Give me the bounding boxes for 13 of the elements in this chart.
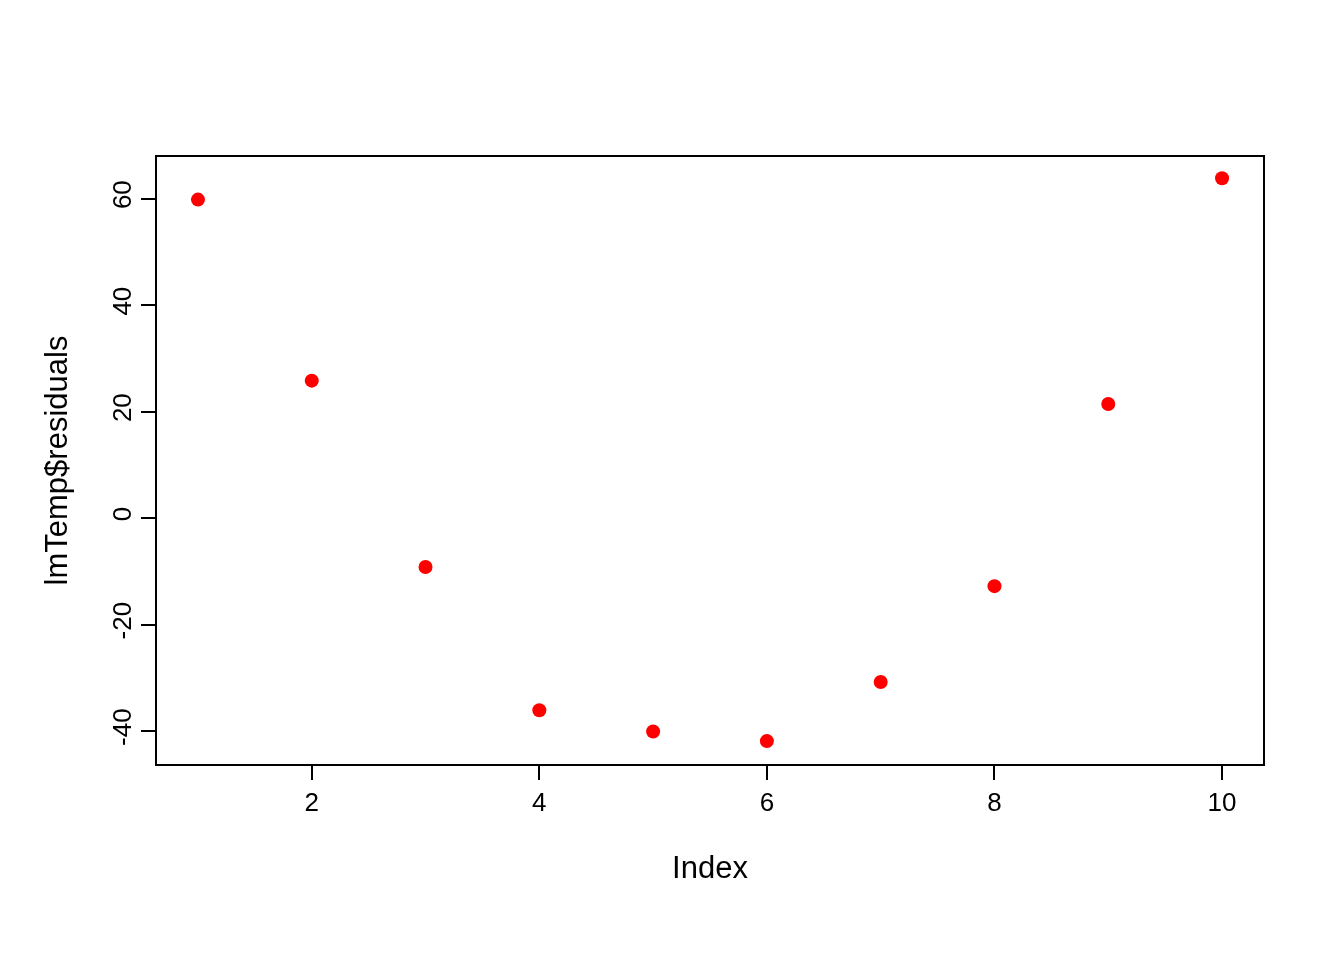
y-tick-label: 0 [106, 506, 137, 522]
x-tick-label: 10 [1207, 786, 1237, 817]
y-tick-label: 60 [106, 180, 137, 210]
x-tick-label: 4 [532, 786, 547, 817]
x-axis-title: Index [672, 849, 749, 885]
y-tick-label: 40 [106, 286, 137, 316]
x-tick-label: 8 [987, 786, 1002, 817]
x-tick-label: 2 [304, 786, 319, 817]
y-tick-label: -20 [106, 601, 137, 640]
y-tick-label: -40 [106, 708, 137, 746]
x-tick-label: 6 [759, 786, 775, 817]
y-tick-label: 20 [106, 393, 137, 423]
y-axis-title: lmTemp$residuals [39, 335, 74, 586]
